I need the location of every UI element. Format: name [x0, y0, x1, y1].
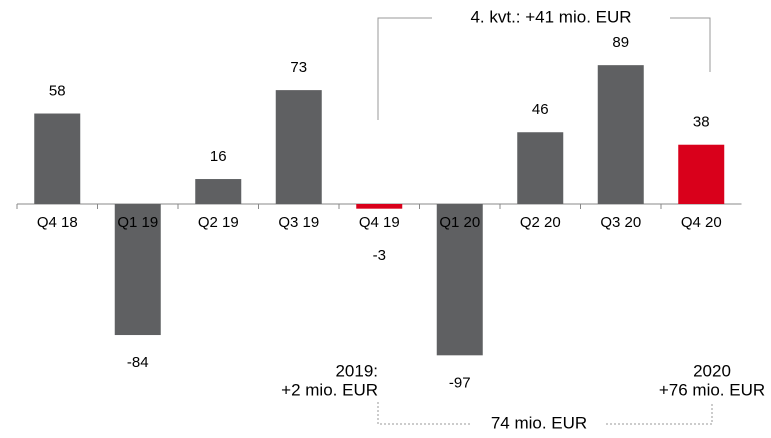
bar	[597, 65, 644, 204]
bar	[678, 144, 725, 204]
data-label: 46	[532, 101, 549, 118]
x-tick-label: Q3 20	[600, 214, 641, 231]
bar	[114, 204, 161, 336]
year-bracket	[377, 402, 713, 425]
x-tick-label: Q4 20	[681, 214, 722, 231]
data-label: 16	[210, 148, 227, 165]
bar	[356, 204, 403, 209]
annotation: +2 mio. EUR	[281, 380, 378, 399]
data-label: 38	[693, 114, 710, 131]
x-tick-label: Q2 19	[198, 214, 239, 231]
annotation: 4. kvt.: +41 mio. EUR	[470, 7, 631, 26]
x-tick-label: Q2 20	[520, 214, 561, 231]
annotation: +76 mio. EUR	[659, 380, 765, 399]
quarter-bracket	[377, 17, 711, 120]
data-label: 73	[290, 59, 307, 76]
data-label: -3	[373, 247, 386, 264]
bar	[436, 204, 483, 356]
bar	[275, 90, 322, 204]
x-tick-label: Q1 19	[117, 214, 158, 231]
bar	[195, 179, 242, 204]
data-label: -84	[127, 354, 149, 371]
annotation: 2019:	[335, 361, 378, 380]
bar	[34, 113, 81, 204]
data-label: 58	[49, 82, 66, 99]
data-label: -97	[449, 374, 471, 391]
bar	[517, 132, 564, 204]
x-tick-label: Q4 19	[359, 214, 400, 231]
data-label: 89	[612, 34, 629, 51]
annotation: 2020	[693, 361, 731, 380]
x-tick-label: Q4 18	[37, 214, 78, 231]
annotation: 74 mio. EUR	[491, 413, 587, 432]
x-tick-label: Q3 19	[278, 214, 319, 231]
x-tick-label: Q1 20	[439, 214, 480, 231]
